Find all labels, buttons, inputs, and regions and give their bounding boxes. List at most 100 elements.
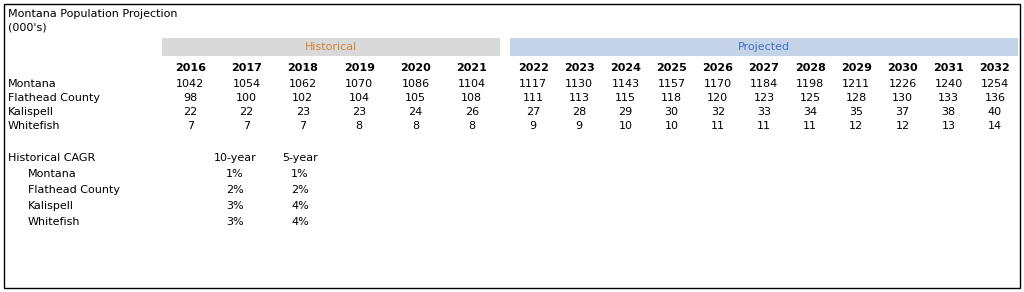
Text: 2%: 2% bbox=[291, 185, 309, 195]
Text: 1130: 1130 bbox=[565, 79, 593, 89]
Text: 125: 125 bbox=[800, 93, 821, 103]
Text: 2032: 2032 bbox=[980, 63, 1011, 73]
Text: 1%: 1% bbox=[226, 169, 244, 179]
Text: 111: 111 bbox=[522, 93, 544, 103]
Text: 28: 28 bbox=[572, 107, 587, 117]
Text: 40: 40 bbox=[988, 107, 1001, 117]
Text: 8: 8 bbox=[468, 121, 475, 131]
Text: 136: 136 bbox=[984, 93, 1006, 103]
Text: 2016: 2016 bbox=[175, 63, 206, 73]
Text: 115: 115 bbox=[615, 93, 636, 103]
Text: 4%: 4% bbox=[291, 217, 309, 227]
Text: 32: 32 bbox=[711, 107, 725, 117]
Text: 1184: 1184 bbox=[750, 79, 778, 89]
Text: 1104: 1104 bbox=[458, 79, 486, 89]
Text: 10-year: 10-year bbox=[214, 153, 256, 163]
Text: 102: 102 bbox=[292, 93, 313, 103]
Text: 10: 10 bbox=[665, 121, 679, 131]
Text: Kalispell: Kalispell bbox=[28, 201, 74, 211]
Text: 33: 33 bbox=[757, 107, 771, 117]
FancyBboxPatch shape bbox=[162, 38, 500, 56]
Text: 1170: 1170 bbox=[703, 79, 732, 89]
Text: 2022: 2022 bbox=[518, 63, 549, 73]
Text: Historical CAGR: Historical CAGR bbox=[8, 153, 95, 163]
Text: 133: 133 bbox=[938, 93, 959, 103]
Text: 1042: 1042 bbox=[176, 79, 205, 89]
Text: 2030: 2030 bbox=[887, 63, 918, 73]
Text: 2029: 2029 bbox=[841, 63, 871, 73]
Text: 1157: 1157 bbox=[657, 79, 686, 89]
Text: Whitefish: Whitefish bbox=[28, 217, 81, 227]
Text: 10: 10 bbox=[618, 121, 633, 131]
Text: 12: 12 bbox=[895, 121, 909, 131]
Text: 35: 35 bbox=[849, 107, 863, 117]
Text: 3%: 3% bbox=[226, 201, 244, 211]
Text: 1086: 1086 bbox=[401, 79, 429, 89]
Text: 1054: 1054 bbox=[232, 79, 260, 89]
Text: (000's): (000's) bbox=[8, 23, 47, 33]
Text: 113: 113 bbox=[568, 93, 590, 103]
Text: 11: 11 bbox=[803, 121, 817, 131]
Text: 2031: 2031 bbox=[933, 63, 965, 73]
Text: 2019: 2019 bbox=[344, 63, 375, 73]
Text: 2028: 2028 bbox=[795, 63, 825, 73]
Text: Kalispell: Kalispell bbox=[8, 107, 54, 117]
Text: 2027: 2027 bbox=[749, 63, 779, 73]
Text: 2025: 2025 bbox=[656, 63, 687, 73]
Text: 100: 100 bbox=[236, 93, 257, 103]
Text: 1226: 1226 bbox=[889, 79, 916, 89]
Text: 130: 130 bbox=[892, 93, 913, 103]
Text: 4%: 4% bbox=[291, 201, 309, 211]
Text: 12: 12 bbox=[849, 121, 863, 131]
Text: 1254: 1254 bbox=[981, 79, 1009, 89]
Text: 26: 26 bbox=[465, 107, 479, 117]
Text: 2%: 2% bbox=[226, 185, 244, 195]
Text: 108: 108 bbox=[461, 93, 482, 103]
Text: 1211: 1211 bbox=[843, 79, 870, 89]
Text: 1%: 1% bbox=[291, 169, 309, 179]
Text: Projected: Projected bbox=[738, 42, 791, 52]
Text: 2021: 2021 bbox=[457, 63, 487, 73]
FancyBboxPatch shape bbox=[510, 38, 1018, 56]
Text: 9: 9 bbox=[575, 121, 583, 131]
Text: Flathead County: Flathead County bbox=[28, 185, 120, 195]
Text: 1117: 1117 bbox=[519, 79, 547, 89]
Text: 14: 14 bbox=[988, 121, 1001, 131]
Text: 104: 104 bbox=[348, 93, 370, 103]
Text: 29: 29 bbox=[618, 107, 633, 117]
Text: 1198: 1198 bbox=[796, 79, 824, 89]
Text: 7: 7 bbox=[243, 121, 250, 131]
Text: 37: 37 bbox=[895, 107, 909, 117]
FancyBboxPatch shape bbox=[4, 4, 1020, 288]
Text: 13: 13 bbox=[942, 121, 955, 131]
Text: 8: 8 bbox=[412, 121, 419, 131]
Text: Historical: Historical bbox=[305, 42, 357, 52]
Text: 5-year: 5-year bbox=[283, 153, 317, 163]
Text: Flathead County: Flathead County bbox=[8, 93, 100, 103]
Text: 105: 105 bbox=[406, 93, 426, 103]
Text: 9: 9 bbox=[529, 121, 537, 131]
Text: 2026: 2026 bbox=[702, 63, 733, 73]
Text: 1062: 1062 bbox=[289, 79, 316, 89]
Text: 123: 123 bbox=[754, 93, 774, 103]
Text: 22: 22 bbox=[183, 107, 198, 117]
Text: 7: 7 bbox=[299, 121, 306, 131]
Text: 1070: 1070 bbox=[345, 79, 373, 89]
Text: 118: 118 bbox=[662, 93, 682, 103]
Text: 27: 27 bbox=[526, 107, 541, 117]
Text: Whitefish: Whitefish bbox=[8, 121, 60, 131]
Text: 2017: 2017 bbox=[231, 63, 262, 73]
Text: 3%: 3% bbox=[226, 217, 244, 227]
Text: 98: 98 bbox=[183, 93, 198, 103]
Text: Montana: Montana bbox=[28, 169, 77, 179]
Text: 7: 7 bbox=[186, 121, 194, 131]
Text: 22: 22 bbox=[240, 107, 254, 117]
Text: 120: 120 bbox=[708, 93, 728, 103]
Text: 30: 30 bbox=[665, 107, 679, 117]
Text: 11: 11 bbox=[757, 121, 771, 131]
Text: 2018: 2018 bbox=[288, 63, 318, 73]
Text: Montana Population Projection: Montana Population Projection bbox=[8, 9, 177, 19]
Text: 2024: 2024 bbox=[610, 63, 641, 73]
Text: 8: 8 bbox=[355, 121, 362, 131]
Text: 11: 11 bbox=[711, 121, 725, 131]
